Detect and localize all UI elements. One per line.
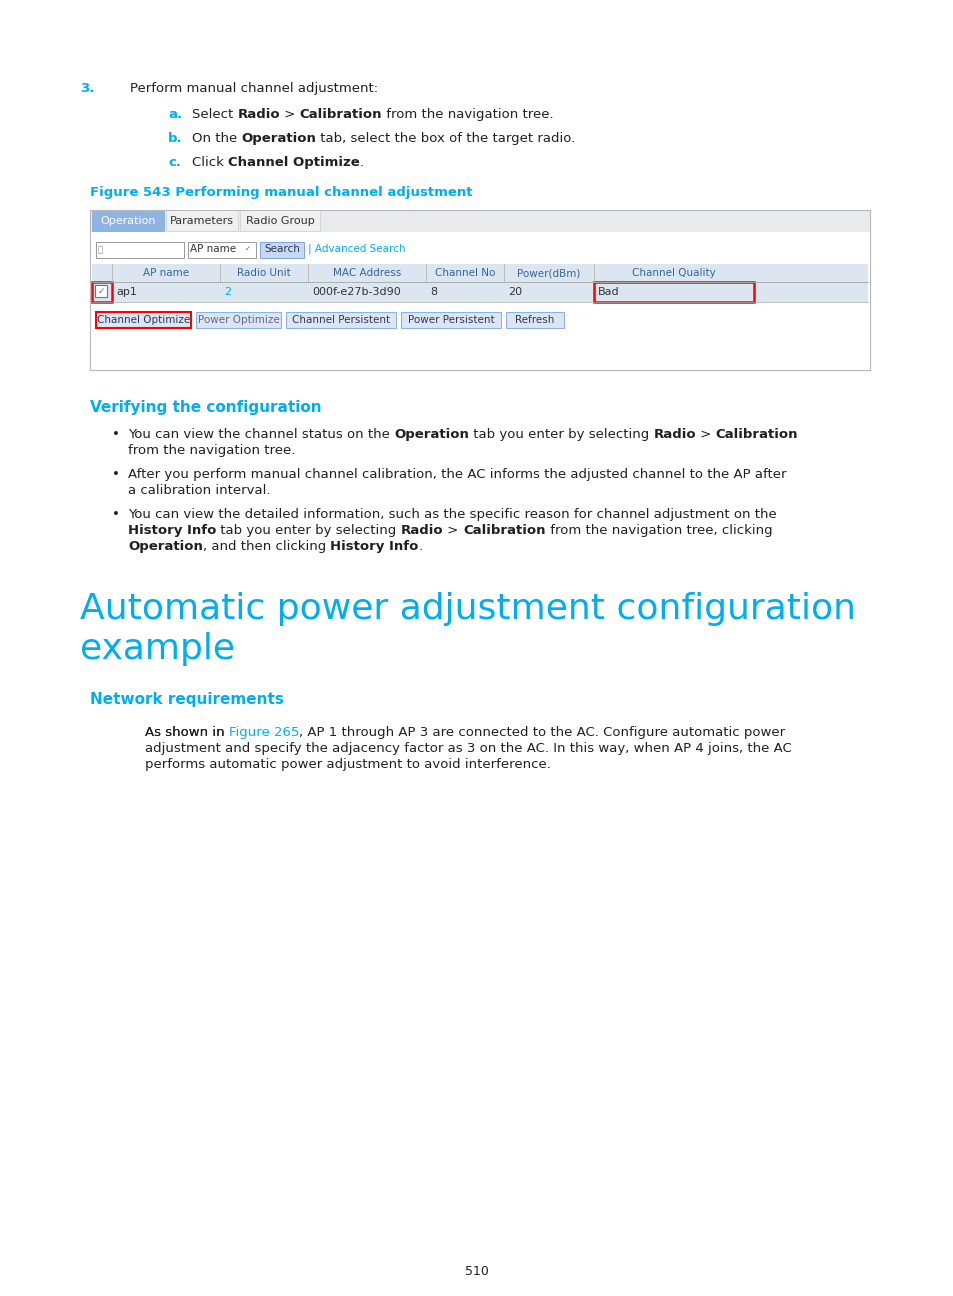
Text: Figure 265: Figure 265 <box>229 726 299 739</box>
Text: | Advanced Search: | Advanced Search <box>308 244 405 254</box>
FancyBboxPatch shape <box>90 232 869 369</box>
Text: As shown in: As shown in <box>145 726 229 739</box>
Text: Automatic power adjustment configuration: Automatic power adjustment configuration <box>80 592 855 626</box>
Text: Power Persistent: Power Persistent <box>407 315 494 325</box>
Text: tab you enter by selecting: tab you enter by selecting <box>216 524 400 537</box>
Text: MAC Address: MAC Address <box>333 268 400 279</box>
FancyBboxPatch shape <box>188 242 255 258</box>
FancyBboxPatch shape <box>91 210 164 231</box>
FancyBboxPatch shape <box>96 242 184 258</box>
Text: Refresh: Refresh <box>515 315 554 325</box>
Text: Radio Unit: Radio Unit <box>237 268 291 279</box>
Text: from the navigation tree.: from the navigation tree. <box>128 445 295 457</box>
Text: Power(dBm): Power(dBm) <box>517 268 580 279</box>
Text: tab, select the box of the target radio.: tab, select the box of the target radio. <box>316 132 575 145</box>
Text: a calibration interval.: a calibration interval. <box>128 483 271 496</box>
Text: Channel Persistent: Channel Persistent <box>292 315 390 325</box>
Text: Radio: Radio <box>653 428 696 441</box>
Text: Select: Select <box>192 108 237 121</box>
Text: , AP 1 through AP 3 are connected to the AC. Configure automatic power: , AP 1 through AP 3 are connected to the… <box>299 726 784 739</box>
Text: Operation: Operation <box>394 428 469 441</box>
Text: You can view the channel status on the: You can view the channel status on the <box>128 428 394 441</box>
Text: b.: b. <box>168 132 182 145</box>
Text: Figure 543 Performing manual channel adjustment: Figure 543 Performing manual channel adj… <box>90 187 472 200</box>
Text: Radio: Radio <box>400 524 443 537</box>
Text: .: . <box>418 540 422 553</box>
Text: Operation: Operation <box>100 216 155 226</box>
Text: performs automatic power adjustment to avoid interference.: performs automatic power adjustment to a… <box>145 758 550 771</box>
Text: tab you enter by selecting: tab you enter by selecting <box>469 428 653 441</box>
Text: ✓: ✓ <box>97 286 105 295</box>
FancyBboxPatch shape <box>96 312 191 328</box>
Text: Radio: Radio <box>237 108 280 121</box>
FancyBboxPatch shape <box>260 242 304 258</box>
Text: Calibration: Calibration <box>299 108 382 121</box>
Text: On the: On the <box>192 132 241 145</box>
Text: Radio Group: Radio Group <box>245 216 314 226</box>
FancyBboxPatch shape <box>195 312 281 328</box>
FancyBboxPatch shape <box>505 312 563 328</box>
Text: Channel Quality: Channel Quality <box>632 268 715 279</box>
FancyBboxPatch shape <box>166 210 237 231</box>
Text: 510: 510 <box>464 1265 489 1278</box>
Text: Channel No: Channel No <box>435 268 495 279</box>
Text: Calibration: Calibration <box>715 428 798 441</box>
Text: .: . <box>359 156 364 168</box>
Text: •: • <box>112 508 120 521</box>
Text: As shown in: As shown in <box>145 726 229 739</box>
FancyBboxPatch shape <box>400 312 500 328</box>
FancyBboxPatch shape <box>286 312 395 328</box>
Text: Click: Click <box>192 156 228 168</box>
Text: 🔍: 🔍 <box>98 245 103 254</box>
Text: 20: 20 <box>507 286 521 297</box>
Text: c.: c. <box>168 156 181 168</box>
Text: Channel Optimize: Channel Optimize <box>228 156 359 168</box>
Text: Verifying the configuration: Verifying the configuration <box>90 400 321 415</box>
Text: Network requirements: Network requirements <box>90 692 284 708</box>
Text: 000f-e27b-3d90: 000f-e27b-3d90 <box>312 286 400 297</box>
Text: 8: 8 <box>430 286 436 297</box>
Text: example: example <box>80 632 234 666</box>
Text: >: > <box>696 428 715 441</box>
Text: ✓: ✓ <box>245 246 251 251</box>
Text: from the navigation tree, clicking: from the navigation tree, clicking <box>545 524 771 537</box>
Text: from the navigation tree.: from the navigation tree. <box>382 108 554 121</box>
Text: Operation: Operation <box>128 540 203 553</box>
Text: Perform manual channel adjustment:: Perform manual channel adjustment: <box>130 82 377 95</box>
Text: Parameters: Parameters <box>170 216 233 226</box>
Text: AP name: AP name <box>190 244 236 254</box>
Text: Search: Search <box>264 244 299 254</box>
FancyBboxPatch shape <box>90 210 869 232</box>
Text: >: > <box>280 108 299 121</box>
Text: >: > <box>443 524 462 537</box>
Text: 3.: 3. <box>80 82 94 95</box>
Text: Calibration: Calibration <box>462 524 545 537</box>
Text: •: • <box>112 468 120 481</box>
FancyBboxPatch shape <box>91 283 112 302</box>
Text: 2: 2 <box>224 286 231 297</box>
Text: You can view the detailed information, such as the specific reason for channel a: You can view the detailed information, s… <box>128 508 776 521</box>
Text: a.: a. <box>168 108 182 121</box>
Text: adjustment and specify the adjacency factor as 3 on the AC. In this way, when AP: adjustment and specify the adjacency fac… <box>145 743 791 756</box>
Text: History Info: History Info <box>128 524 216 537</box>
FancyBboxPatch shape <box>95 285 107 297</box>
FancyBboxPatch shape <box>240 210 319 231</box>
Text: Bad: Bad <box>598 286 619 297</box>
Text: •: • <box>112 428 120 441</box>
FancyBboxPatch shape <box>91 264 867 283</box>
FancyBboxPatch shape <box>90 210 869 369</box>
Text: Power Optimize: Power Optimize <box>197 315 279 325</box>
Text: After you perform manual channel calibration, the AC informs the adjusted channe: After you perform manual channel calibra… <box>128 468 785 481</box>
Text: Channel Optimize: Channel Optimize <box>97 315 190 325</box>
Text: Operation: Operation <box>241 132 316 145</box>
Text: , and then clicking: , and then clicking <box>203 540 330 553</box>
Text: ap1: ap1 <box>116 286 136 297</box>
FancyBboxPatch shape <box>594 283 753 302</box>
Text: AP name: AP name <box>143 268 189 279</box>
Text: History Info: History Info <box>330 540 418 553</box>
FancyBboxPatch shape <box>91 283 867 302</box>
